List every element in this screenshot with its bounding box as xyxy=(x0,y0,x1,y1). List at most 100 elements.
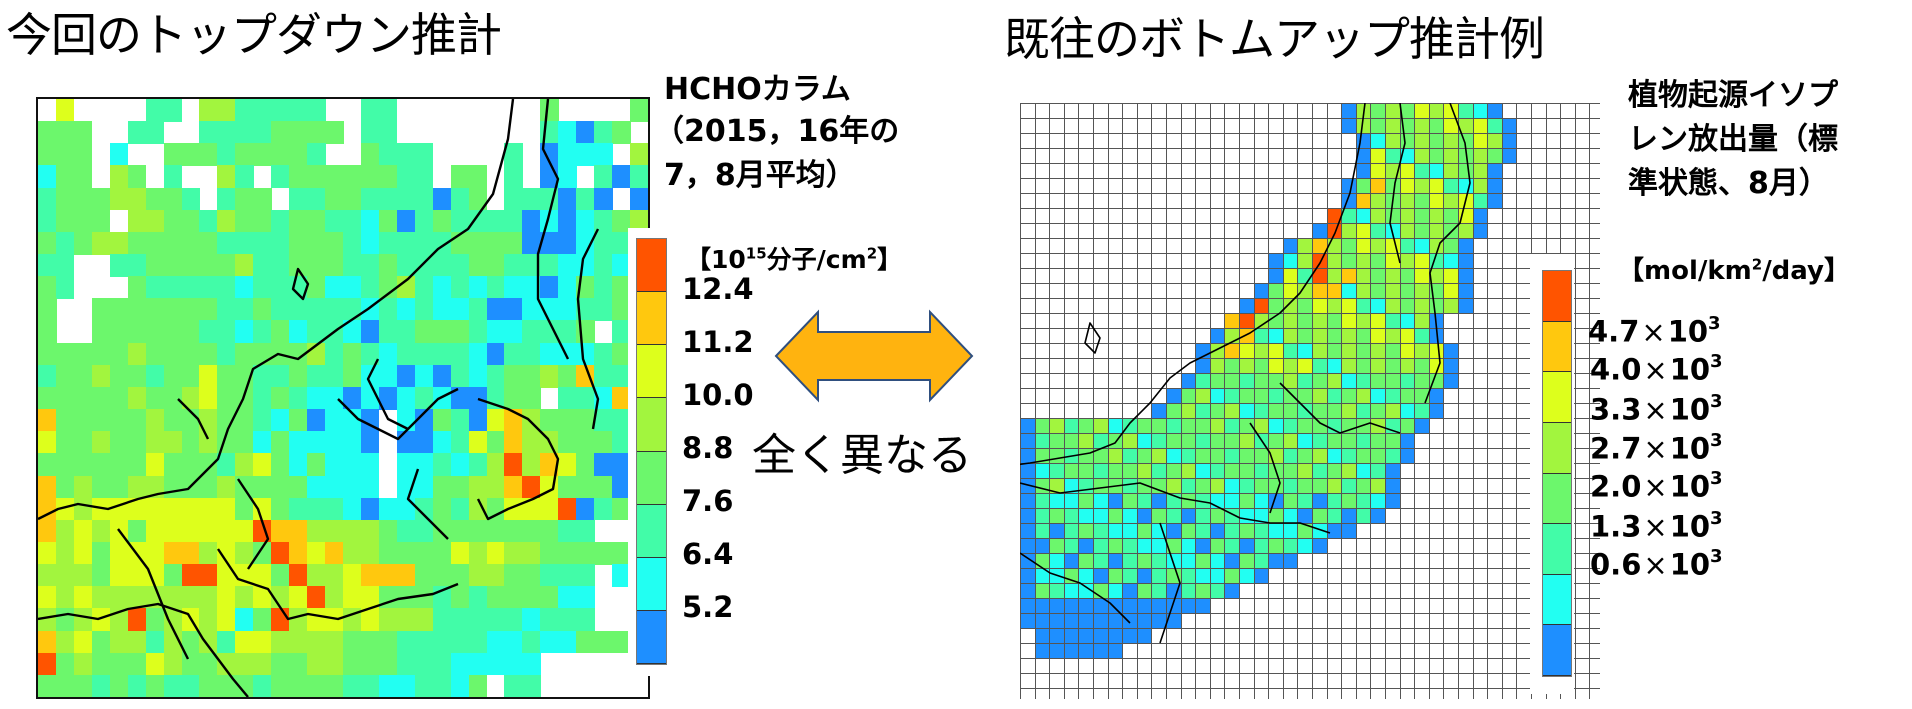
colorbar-band xyxy=(637,557,666,611)
map-cell xyxy=(504,209,523,233)
map-cell xyxy=(127,674,147,697)
map-cell xyxy=(1282,283,1298,298)
colorbar-tick-label: 11.2 xyxy=(682,325,754,359)
map-cell xyxy=(145,364,165,388)
map-cell xyxy=(1385,478,1400,493)
map-cell xyxy=(1428,313,1444,328)
map-cell xyxy=(55,143,75,167)
map-cell xyxy=(414,497,434,521)
map-cell xyxy=(199,564,218,587)
map-cell xyxy=(630,99,648,122)
map-cell xyxy=(289,386,308,410)
map-cell xyxy=(289,586,308,609)
map-cell xyxy=(378,364,398,388)
isoprene-label-line-1: 植物起源イソプ xyxy=(1628,78,1838,113)
map-cell xyxy=(217,630,236,654)
map-cell xyxy=(217,497,236,521)
map-cell xyxy=(38,586,57,609)
map-cell xyxy=(378,564,398,587)
map-cell xyxy=(1458,148,1473,163)
map-cell xyxy=(55,541,75,565)
map-cell xyxy=(1107,448,1123,463)
map-cell xyxy=(612,475,631,499)
map-cell xyxy=(1312,268,1327,283)
map-cell xyxy=(325,276,344,299)
map-cell xyxy=(1341,373,1356,388)
map-cell xyxy=(1370,418,1385,433)
map-cell xyxy=(1151,598,1166,613)
map-cell xyxy=(1297,433,1312,448)
map-cell xyxy=(1195,343,1210,358)
map-cell xyxy=(414,165,434,189)
map-cell xyxy=(145,187,165,211)
map-cell xyxy=(235,409,254,432)
map-cell xyxy=(235,298,254,322)
map-cell xyxy=(1385,313,1400,328)
map-cell xyxy=(504,320,523,344)
map-cell xyxy=(289,99,308,122)
map-cell xyxy=(1326,433,1342,448)
map-cell xyxy=(271,254,290,277)
map-cell xyxy=(414,652,434,676)
map-cell xyxy=(432,231,452,255)
map-cell xyxy=(271,409,290,432)
map-cell xyxy=(1458,223,1473,238)
map-cell xyxy=(1078,493,1093,508)
map-cell xyxy=(1355,268,1371,283)
map-cell xyxy=(504,453,523,477)
map-cell xyxy=(378,187,398,211)
map-cell xyxy=(1093,418,1108,433)
map-cell xyxy=(594,541,613,565)
map-cell xyxy=(1253,388,1269,403)
colorbar-band xyxy=(637,504,666,558)
map-cell xyxy=(1355,358,1371,373)
map-cell xyxy=(1107,553,1123,568)
map-cell xyxy=(343,431,362,454)
map-cell xyxy=(1107,478,1123,493)
map-cell xyxy=(1385,358,1400,373)
map-cell xyxy=(1282,538,1298,553)
map-cell xyxy=(1253,343,1269,358)
map-cell xyxy=(1370,133,1385,148)
map-cell xyxy=(414,630,434,654)
map-cell xyxy=(1282,433,1298,448)
map-cell xyxy=(1078,613,1093,628)
map-cell xyxy=(612,121,631,144)
map-cell xyxy=(1472,103,1488,118)
map-cell xyxy=(253,143,272,167)
map-cell xyxy=(414,541,434,565)
map-cell xyxy=(1239,493,1254,508)
map-cell xyxy=(1414,358,1429,373)
map-cell xyxy=(325,364,344,388)
map-cell xyxy=(307,564,326,587)
map-cell xyxy=(1312,403,1327,418)
map-cell xyxy=(414,364,434,388)
map-cell xyxy=(73,187,93,211)
map-cell xyxy=(1297,358,1312,373)
map-cell xyxy=(1341,223,1356,238)
map-cell xyxy=(486,630,506,654)
map-cell xyxy=(1063,553,1079,568)
map-cell xyxy=(378,630,398,654)
map-cell xyxy=(1399,178,1415,193)
map-cell xyxy=(1297,388,1312,403)
map-cell xyxy=(1107,613,1123,628)
map-cell xyxy=(1399,268,1415,283)
map-cell xyxy=(396,630,416,654)
map-cell xyxy=(307,254,326,277)
map-cell xyxy=(1312,223,1327,238)
map-cell xyxy=(576,475,595,499)
map-cell xyxy=(432,475,452,499)
map-cell xyxy=(396,143,416,167)
map-cell xyxy=(1428,208,1444,223)
map-cell xyxy=(468,409,488,432)
map-cell xyxy=(343,519,362,543)
map-cell xyxy=(1414,418,1429,433)
map-cell xyxy=(55,121,75,144)
map-cell xyxy=(414,298,434,322)
map-cell xyxy=(414,475,434,499)
map-cell xyxy=(522,431,541,454)
map-cell xyxy=(1385,418,1400,433)
map-cell xyxy=(289,409,308,432)
map-cell xyxy=(1487,103,1502,118)
